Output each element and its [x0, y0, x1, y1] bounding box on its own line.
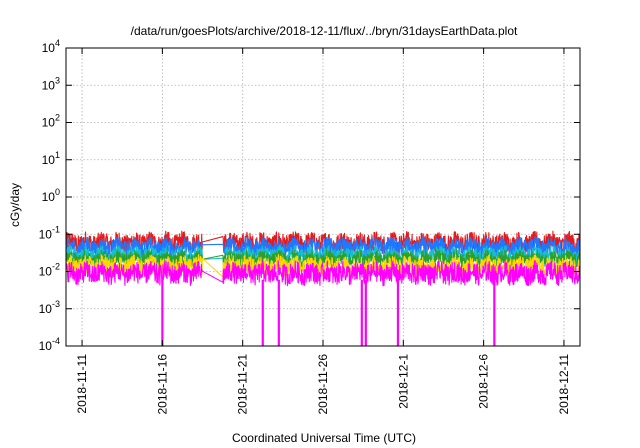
x-tick-label: 2018-11-26 — [316, 354, 330, 415]
x-tick-label: 2018-12-6 — [477, 354, 491, 409]
x-tick-label: 2018-11-21 — [236, 354, 250, 415]
y-tick-label: 10-1 — [39, 224, 60, 241]
y-tick-label: 104 — [42, 38, 60, 55]
x-tick-label: 2018-11-16 — [155, 354, 169, 415]
series-layer — [65, 230, 581, 346]
y-tick-label: 103 — [42, 75, 60, 92]
series-line — [65, 244, 581, 265]
y-tick-label: 102 — [42, 113, 60, 130]
y-tick-label: 10-2 — [39, 262, 60, 279]
x-tick-label: 2018-12-1 — [396, 354, 410, 409]
x-tick-label: 2018-11-11 — [75, 354, 89, 414]
x-axis-label: Coordinated Universal Time (UTC) — [232, 431, 416, 445]
y-axis-label: cGy/day — [8, 183, 22, 227]
y-tick-label: 100 — [42, 187, 60, 204]
y-tick-label: 10-4 — [39, 336, 60, 353]
ticks: 10-4 10-3 10-2 10-1 100 101 102 103 104 2018-11-1… — [39, 38, 580, 415]
y-tick-label: 10-3 — [39, 299, 60, 316]
y-tick-label: 101 — [42, 150, 60, 167]
series-line — [65, 260, 581, 287]
chart-title: /data/run/goesPlots/archive/2018-12-11/f… — [131, 24, 518, 38]
grid — [66, 48, 580, 346]
x-tick-label: 2018-12-11 — [557, 354, 571, 415]
